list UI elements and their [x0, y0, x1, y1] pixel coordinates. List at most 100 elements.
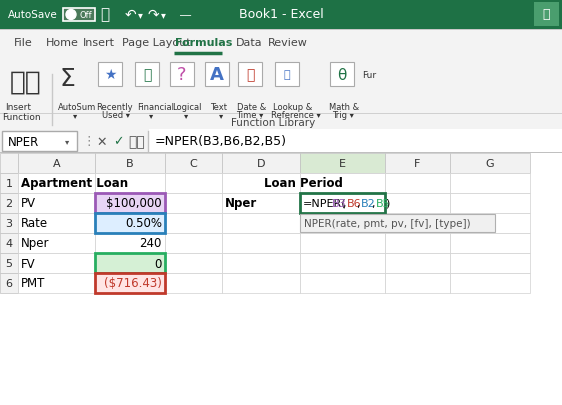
Bar: [165, 254, 222, 273]
Bar: [450, 273, 530, 293]
Bar: [450, 194, 530, 213]
Text: =NPER(B3,B6,B2,B5): =NPER(B3,B6,B2,B5): [155, 135, 287, 148]
Bar: [95, 213, 165, 233]
Text: Loan Period: Loan Period: [264, 177, 343, 190]
Bar: [95, 254, 165, 273]
Bar: [450, 233, 530, 254]
Bar: [165, 174, 222, 194]
Bar: [222, 194, 300, 213]
Text: A: A: [53, 159, 60, 168]
Text: B6: B6: [347, 198, 361, 209]
Text: Used ▾: Used ▾: [102, 111, 130, 120]
Bar: [95, 254, 165, 273]
Text: F: F: [414, 159, 421, 168]
Bar: [18, 174, 95, 194]
Bar: [135, 63, 159, 87]
Bar: [450, 213, 530, 233]
Text: Function Library: Function Library: [231, 118, 315, 128]
Text: ?: ?: [177, 66, 187, 84]
Text: Text: Text: [210, 103, 227, 112]
Text: θ: θ: [337, 67, 347, 82]
Bar: [98, 63, 122, 87]
Bar: [275, 63, 299, 87]
Text: Trig ▾: Trig ▾: [332, 111, 354, 120]
Bar: [450, 254, 530, 273]
Bar: [18, 213, 95, 233]
Bar: [205, 63, 229, 87]
Text: Recently: Recently: [96, 103, 133, 112]
Bar: [300, 194, 385, 213]
Text: ▾: ▾: [138, 10, 143, 20]
Bar: [385, 213, 450, 233]
Text: =NPER(: =NPER(: [303, 198, 347, 209]
Text: ): ): [386, 198, 390, 209]
Text: 0.50%: 0.50%: [125, 217, 162, 230]
Text: ↷: ↷: [148, 8, 160, 22]
Bar: [0, 114, 562, 115]
Bar: [534, 3, 559, 27]
Text: Nper: Nper: [225, 197, 257, 210]
Text: Off: Off: [79, 11, 92, 20]
Bar: [95, 153, 165, 174]
Bar: [222, 153, 300, 174]
Text: G: G: [486, 159, 495, 168]
Text: FV: FV: [21, 257, 35, 270]
Bar: [0, 153, 562, 405]
Text: Σ: Σ: [60, 67, 76, 91]
Text: ▾: ▾: [161, 10, 166, 20]
Text: ↶: ↶: [125, 8, 137, 22]
Bar: [385, 174, 450, 194]
Bar: [385, 254, 450, 273]
Text: 5: 5: [6, 258, 12, 269]
Bar: [385, 273, 450, 293]
Bar: [0, 130, 562, 153]
Text: B3: B3: [332, 198, 347, 209]
Bar: [2, 132, 77, 151]
Text: AutoSave: AutoSave: [8, 10, 58, 20]
Text: B5: B5: [376, 198, 391, 209]
Bar: [95, 194, 165, 213]
Text: E: E: [339, 159, 346, 168]
Text: Page Layout: Page Layout: [122, 37, 191, 47]
Text: AutoSum: AutoSum: [58, 103, 96, 112]
Bar: [0, 153, 18, 174]
Bar: [95, 233, 165, 254]
Text: 6: 6: [6, 278, 12, 288]
Bar: [300, 254, 385, 273]
Bar: [95, 273, 165, 293]
Bar: [170, 63, 194, 87]
Bar: [165, 273, 222, 293]
Text: 0: 0: [155, 257, 162, 270]
Bar: [300, 215, 495, 232]
Bar: [450, 153, 530, 174]
Text: NPER: NPER: [8, 135, 39, 148]
Bar: [222, 174, 300, 194]
Text: ,: ,: [356, 198, 360, 209]
Text: Reference ▾: Reference ▾: [271, 111, 321, 120]
Text: 🔍: 🔍: [542, 9, 550, 21]
Text: ⋮: ⋮: [82, 135, 94, 148]
Text: 2: 2: [6, 198, 12, 209]
Text: 3: 3: [6, 218, 12, 228]
Bar: [18, 273, 95, 293]
Text: 240: 240: [139, 237, 162, 250]
Bar: [63, 9, 95, 22]
Bar: [0, 213, 18, 233]
Text: Math &: Math &: [329, 103, 359, 112]
Text: ⌸: ⌸: [143, 68, 151, 82]
Text: Rate: Rate: [21, 217, 48, 230]
Text: Nper: Nper: [21, 237, 49, 250]
Bar: [385, 153, 450, 174]
Bar: [222, 254, 300, 273]
Text: ✕: ✕: [96, 135, 107, 148]
Bar: [165, 153, 222, 174]
Text: ,: ,: [342, 198, 345, 209]
Text: ―: ―: [180, 10, 191, 20]
Bar: [300, 213, 385, 233]
Bar: [165, 233, 222, 254]
Text: ▾: ▾: [73, 111, 77, 120]
Text: Insert: Insert: [5, 103, 31, 112]
Text: ▾: ▾: [219, 111, 223, 120]
Bar: [95, 194, 165, 213]
Bar: [0, 194, 18, 213]
